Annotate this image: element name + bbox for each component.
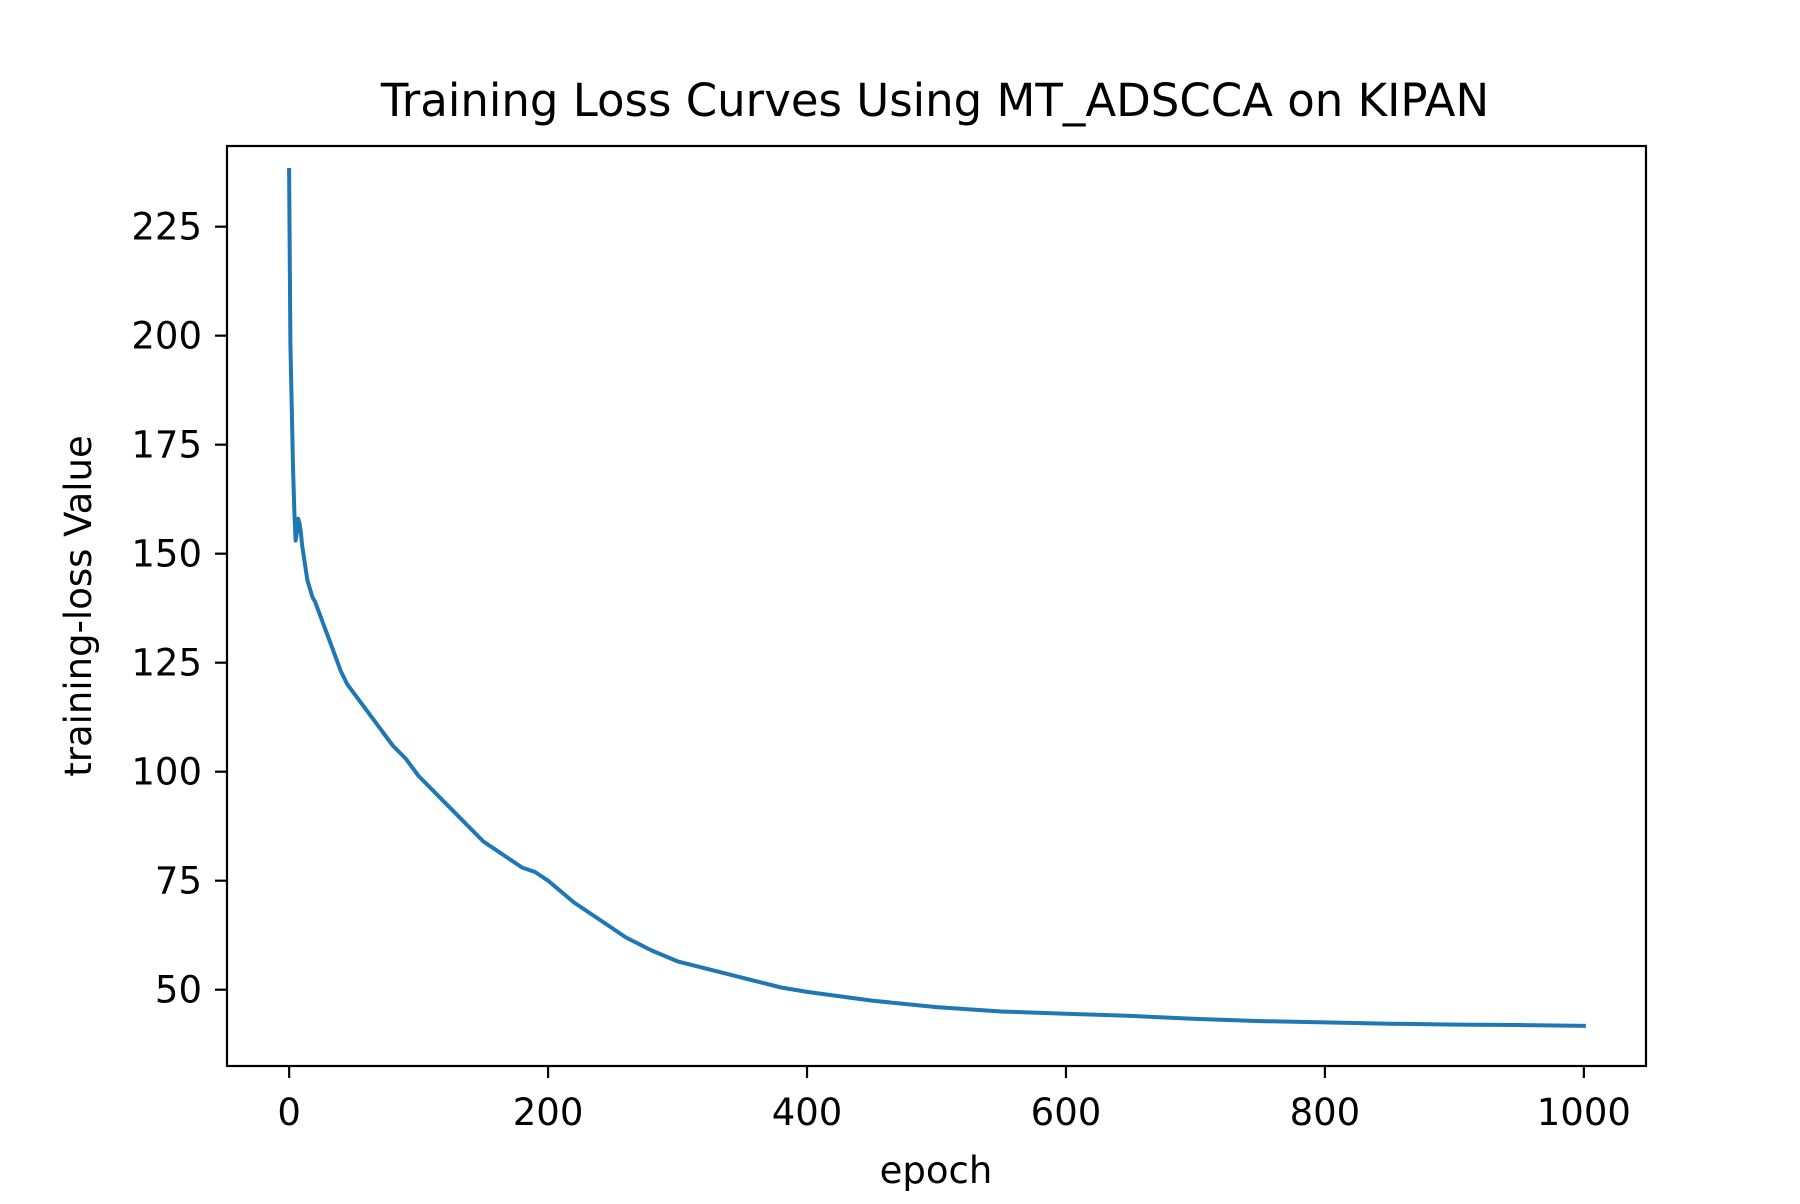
plot-frame (225, 144, 1648, 1068)
x-axis-label: epoch (880, 1149, 993, 1192)
x-tick-label: 600 (1031, 1091, 1102, 1134)
y-tick-label: 125 (131, 642, 202, 685)
series-line-training-loss (287, 167, 1586, 1028)
y-tick-label: 100 (131, 751, 202, 794)
y-tick-label: 150 (131, 533, 202, 576)
x-tick-label: 400 (772, 1091, 843, 1134)
y-tick-label: 50 (155, 969, 202, 1012)
x-tick-label: 1000 (1537, 1091, 1631, 1134)
y-axis-label: training-loss Value (57, 435, 100, 777)
y-tick-label: 175 (131, 424, 202, 467)
x-tick-label: 200 (513, 1091, 584, 1134)
y-axis: 50 75 100 125 150 175 200 225 (131, 206, 227, 1012)
x-tick-label: 0 (277, 1091, 301, 1134)
y-tick-label: 225 (131, 206, 202, 249)
y-tick-label: 75 (155, 860, 202, 903)
x-tick-label: 800 (1290, 1091, 1361, 1134)
chart-title: Training Loss Curves Using MT_ADSCCA on … (380, 74, 1489, 127)
x-axis: 0 200 400 600 800 1000 (277, 1066, 1631, 1134)
y-tick-label: 200 (131, 315, 202, 358)
